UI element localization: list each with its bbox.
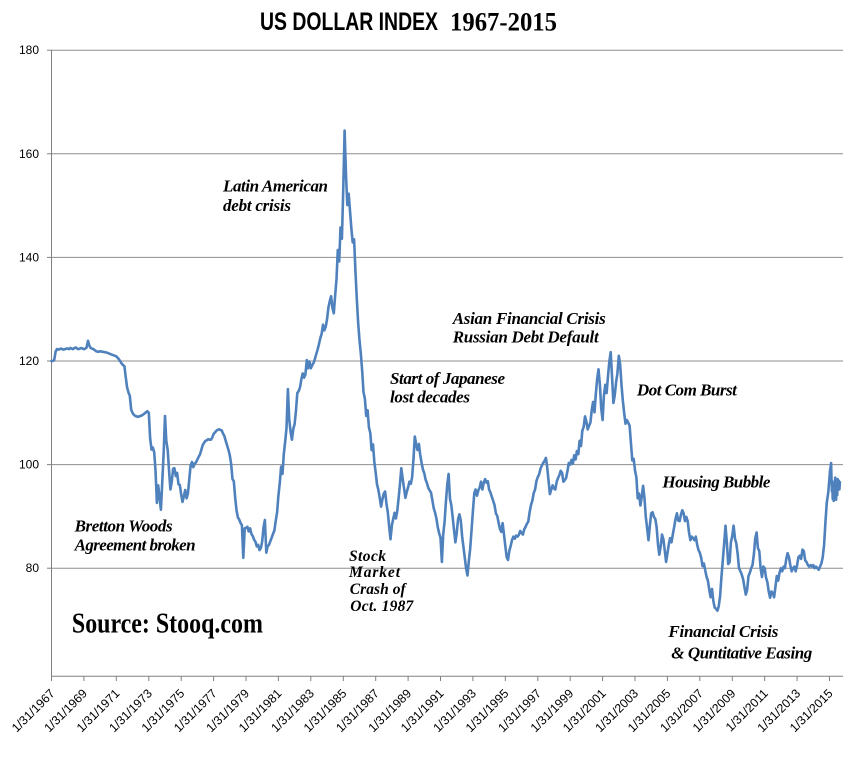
- svg-text:Dot Com Burst: Dot Com Burst: [636, 381, 738, 400]
- svg-text:Source: Stooq.com: Source: Stooq.com: [72, 609, 263, 640]
- svg-text:80: 80: [26, 561, 40, 575]
- svg-text:Crash of: Crash of: [350, 581, 408, 598]
- svg-text:140: 140: [19, 250, 39, 264]
- svg-text:debt crisis: debt crisis: [223, 196, 291, 215]
- svg-text:Financial Crisis: Financial Crisis: [667, 622, 778, 641]
- svg-text:Bretton Woods: Bretton Woods: [74, 516, 173, 535]
- svg-text:& Quntitative Easing: & Quntitative Easing: [671, 643, 813, 662]
- svg-text:Oct. 1987: Oct. 1987: [350, 598, 414, 615]
- svg-text:1967-2015: 1967-2015: [450, 7, 557, 37]
- svg-text:Russian Debt Default: Russian Debt Default: [452, 328, 600, 347]
- svg-text:Start of Japanese: Start of Japanese: [390, 369, 505, 388]
- svg-text:Market: Market: [348, 564, 401, 581]
- svg-text:Housing Bubble: Housing Bubble: [661, 473, 770, 492]
- svg-text:Stock: Stock: [349, 548, 386, 565]
- svg-text:Latin American: Latin American: [222, 177, 328, 196]
- svg-text:100: 100: [19, 458, 39, 472]
- svg-text:180: 180: [19, 43, 39, 57]
- svg-text:lost decades: lost decades: [390, 388, 470, 407]
- svg-text:120: 120: [19, 354, 39, 368]
- svg-text:160: 160: [19, 147, 39, 161]
- svg-text:Agreement broken: Agreement broken: [74, 535, 196, 554]
- svg-text:Asian Financial Crisis: Asian Financial Crisis: [452, 309, 606, 328]
- svg-text:US DOLLAR INDEX: US DOLLAR INDEX: [260, 8, 438, 36]
